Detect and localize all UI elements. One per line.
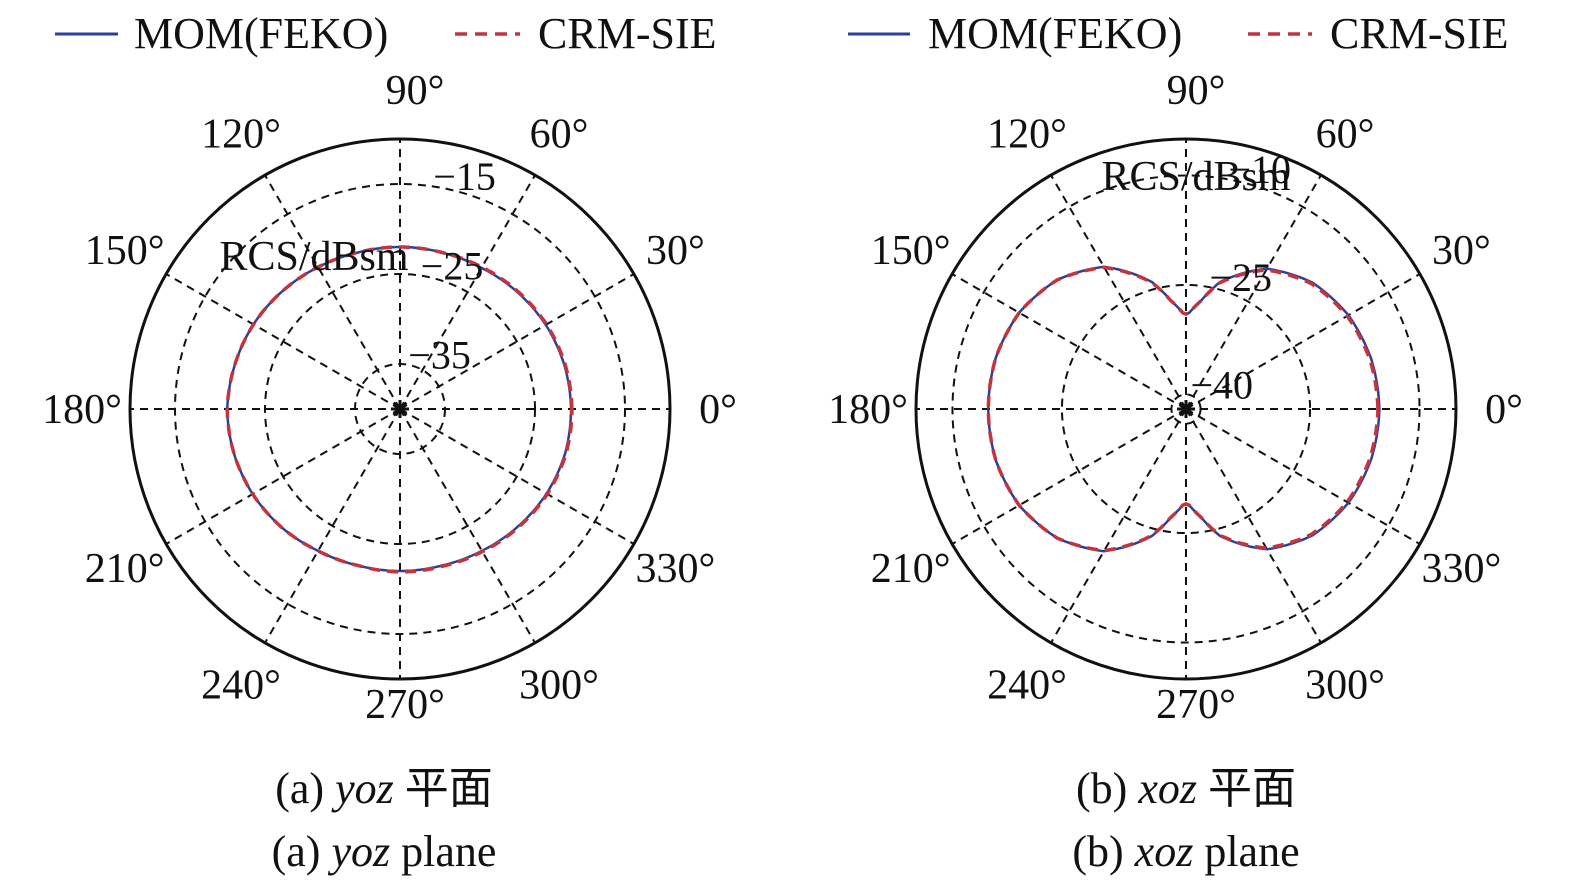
polar-plot-a: 0° 30° 60° 90° 120° 150° 180° 210° 240° 270° 300° 3…	[42, 68, 737, 728]
angle-label-90: 90°	[1167, 68, 1226, 114]
ring-label-0: −40	[1191, 363, 1254, 408]
polar-plot-b: 0° 30° 60° 90° 120° 150° 180° 210° 240° 270° 300° 3…	[828, 68, 1523, 728]
angle-label-330: 330°	[636, 546, 716, 592]
grid-spoke-210	[951, 408, 1187, 545]
ring-label-0: −35	[408, 332, 471, 377]
legend-b-mom-label: MOM(FEKO)	[928, 9, 1182, 58]
angle-label-210: 210°	[871, 546, 951, 592]
angle-label-120: 120°	[987, 112, 1067, 158]
grid-spoke-150	[165, 273, 401, 410]
grid-spoke-60	[1185, 174, 1322, 410]
legend-b-crm-label: CRM-SIE	[1330, 9, 1508, 58]
angle-label-120: 120°	[201, 112, 281, 158]
outer-ring	[128, 137, 672, 681]
grid-ring-1	[1060, 283, 1312, 535]
grid-spoke-240	[1050, 408, 1187, 644]
series-line-crm	[225, 245, 574, 574]
angle-label-330: 330°	[1422, 546, 1502, 592]
grid-spoke-120	[1050, 174, 1187, 410]
ring-label-2: −15	[433, 154, 496, 199]
grid-spoke-330	[1185, 408, 1421, 545]
legend-a-mom-label: MOM(FEKO)	[134, 9, 388, 58]
caption-b-en: (b) xoz plane	[1072, 827, 1299, 876]
angle-label-60: 60°	[1316, 112, 1375, 158]
angle-label-240: 240°	[987, 662, 1067, 708]
angle-label-30: 30°	[646, 228, 705, 274]
grid-spoke-300	[399, 408, 536, 644]
grid-spoke-330	[399, 408, 635, 545]
angle-label-210: 210°	[85, 546, 165, 592]
angle-label-0: 0°	[1485, 387, 1523, 433]
angle-label-300: 300°	[1305, 662, 1385, 708]
series-line-crm	[986, 265, 1380, 553]
caption-a-cn: (a) yoz 平面	[275, 764, 493, 813]
angle-label-150: 150°	[871, 228, 951, 274]
grid-ring-2	[951, 174, 1421, 644]
legend-a-crm-label: CRM-SIE	[538, 9, 716, 58]
center-marker	[1177, 400, 1195, 418]
angle-label-60: 60°	[530, 112, 589, 158]
angle-label-180: 180°	[42, 387, 122, 433]
radial-axis-label: RCS/dBsm	[1101, 154, 1290, 200]
angle-label-90: 90°	[386, 68, 445, 114]
ring-label-2: −10	[1229, 147, 1292, 192]
grid-spoke-210	[165, 408, 401, 545]
legend-a: MOM(FEKO) CRM-SIE	[55, 9, 716, 58]
legend-b: MOM(FEKO) CRM-SIE	[848, 9, 1508, 58]
caption-a-en: (a) yoz plane	[272, 827, 497, 876]
angle-label-270: 270°	[1156, 682, 1236, 728]
grid-spoke-30	[399, 273, 635, 410]
angle-label-30: 30°	[1432, 228, 1491, 274]
grid-spoke-300	[1185, 408, 1322, 644]
ring-label-1: −25	[1210, 255, 1273, 300]
angle-label-300: 300°	[519, 662, 599, 708]
grid-spoke-30	[1185, 273, 1421, 410]
grid-spoke-150	[951, 273, 1187, 410]
grid-spoke-120	[264, 174, 401, 410]
radial-axis-label: RCS/dBsm	[219, 234, 408, 280]
angle-label-150: 150°	[85, 228, 165, 274]
grid-spoke-240	[264, 408, 401, 644]
angle-label-180: 180°	[828, 387, 908, 433]
caption-b-cn: (b) xoz 平面	[1076, 764, 1296, 813]
angle-label-270: 270°	[365, 682, 445, 728]
center-marker	[391, 400, 409, 418]
grid-ring-1	[264, 273, 536, 545]
grid-spoke-60	[399, 174, 536, 410]
angle-label-240: 240°	[201, 662, 281, 708]
ring-label-1: −25	[421, 243, 484, 288]
outer-ring	[914, 137, 1458, 681]
angle-label-0: 0°	[699, 387, 737, 433]
